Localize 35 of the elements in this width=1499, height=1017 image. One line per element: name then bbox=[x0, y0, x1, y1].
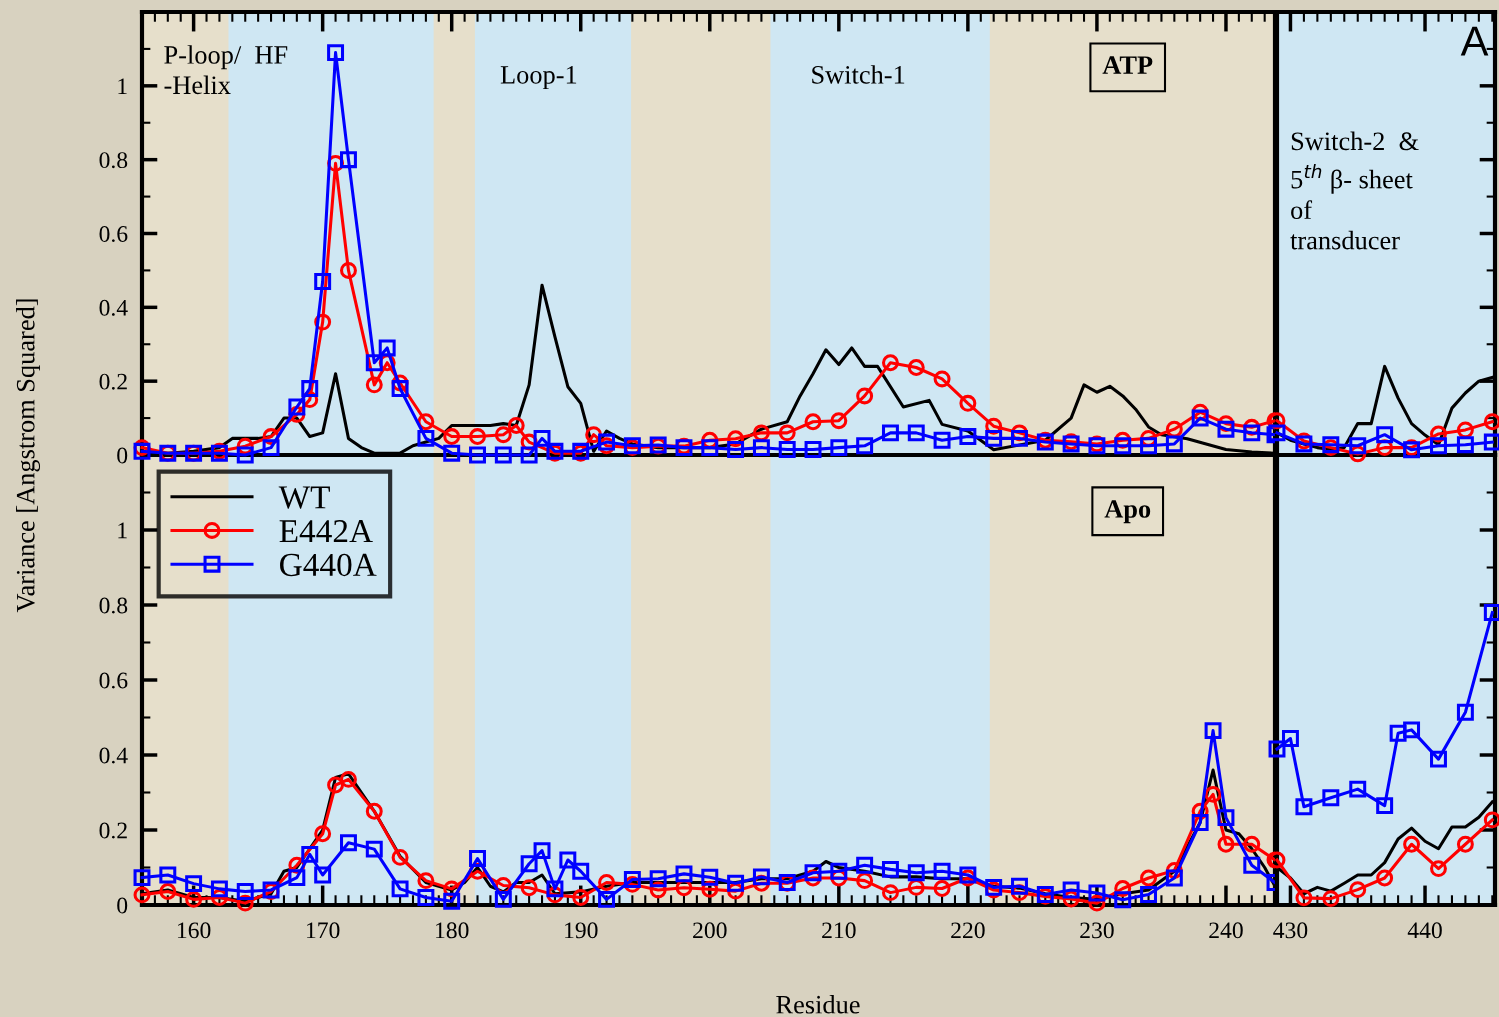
text: ATP bbox=[1102, 56, 1153, 74]
x-tick-label: 440 bbox=[1407, 922, 1442, 939]
y-tick-label: 0.2 bbox=[99, 822, 127, 839]
x-tick-label: 210 bbox=[822, 922, 856, 939]
y-tick-label: 0.6 bbox=[99, 225, 128, 243]
x-tick-label: 160 bbox=[177, 922, 211, 939]
annotation: P-loop/ HF -Helix bbox=[164, 45, 288, 95]
y-tick-label: 0.6 bbox=[99, 672, 128, 689]
legend-label: E442A bbox=[279, 520, 373, 543]
x-tick-label: 220 bbox=[951, 922, 985, 939]
legend-label: G440A bbox=[280, 553, 377, 577]
x-tick-label: 240 bbox=[1209, 922, 1243, 939]
y-tick-label: 1 bbox=[118, 522, 127, 539]
annotation: A bbox=[1460, 26, 1489, 56]
x-tick-label: 170 bbox=[307, 922, 340, 939]
y-tick-label: 0 bbox=[117, 447, 128, 464]
x-tick-label: 430 bbox=[1273, 922, 1308, 939]
annotation: Loop-1 bbox=[500, 66, 577, 90]
x-tick-label: 230 bbox=[1080, 922, 1114, 939]
x-tick-label: 200 bbox=[693, 922, 727, 939]
y-tick-label: 1 bbox=[118, 78, 127, 95]
y-tick-label: 0.4 bbox=[99, 299, 128, 316]
x-axis-title: Residue bbox=[776, 995, 860, 1014]
y-tick-label: 0.4 bbox=[99, 747, 128, 764]
text: Apo bbox=[1104, 500, 1151, 524]
y-tick-label: 0.2 bbox=[99, 373, 127, 390]
x-tick-label: 180 bbox=[436, 922, 469, 939]
y-axis-title: Variance [Angstrom Squared] bbox=[16, 299, 41, 613]
y-tick-label: 0 bbox=[117, 897, 128, 914]
y-tick-label: 0.8 bbox=[99, 152, 128, 169]
annotation: Switch-2 & 5$^{th}$ β- sheet of transducer bbox=[1290, 131, 1419, 250]
legend-label: WT bbox=[278, 486, 330, 509]
annotation: Switch-1 bbox=[812, 65, 905, 84]
x-tick-label: 190 bbox=[565, 922, 598, 939]
y-tick-label: 0.8 bbox=[99, 597, 128, 614]
